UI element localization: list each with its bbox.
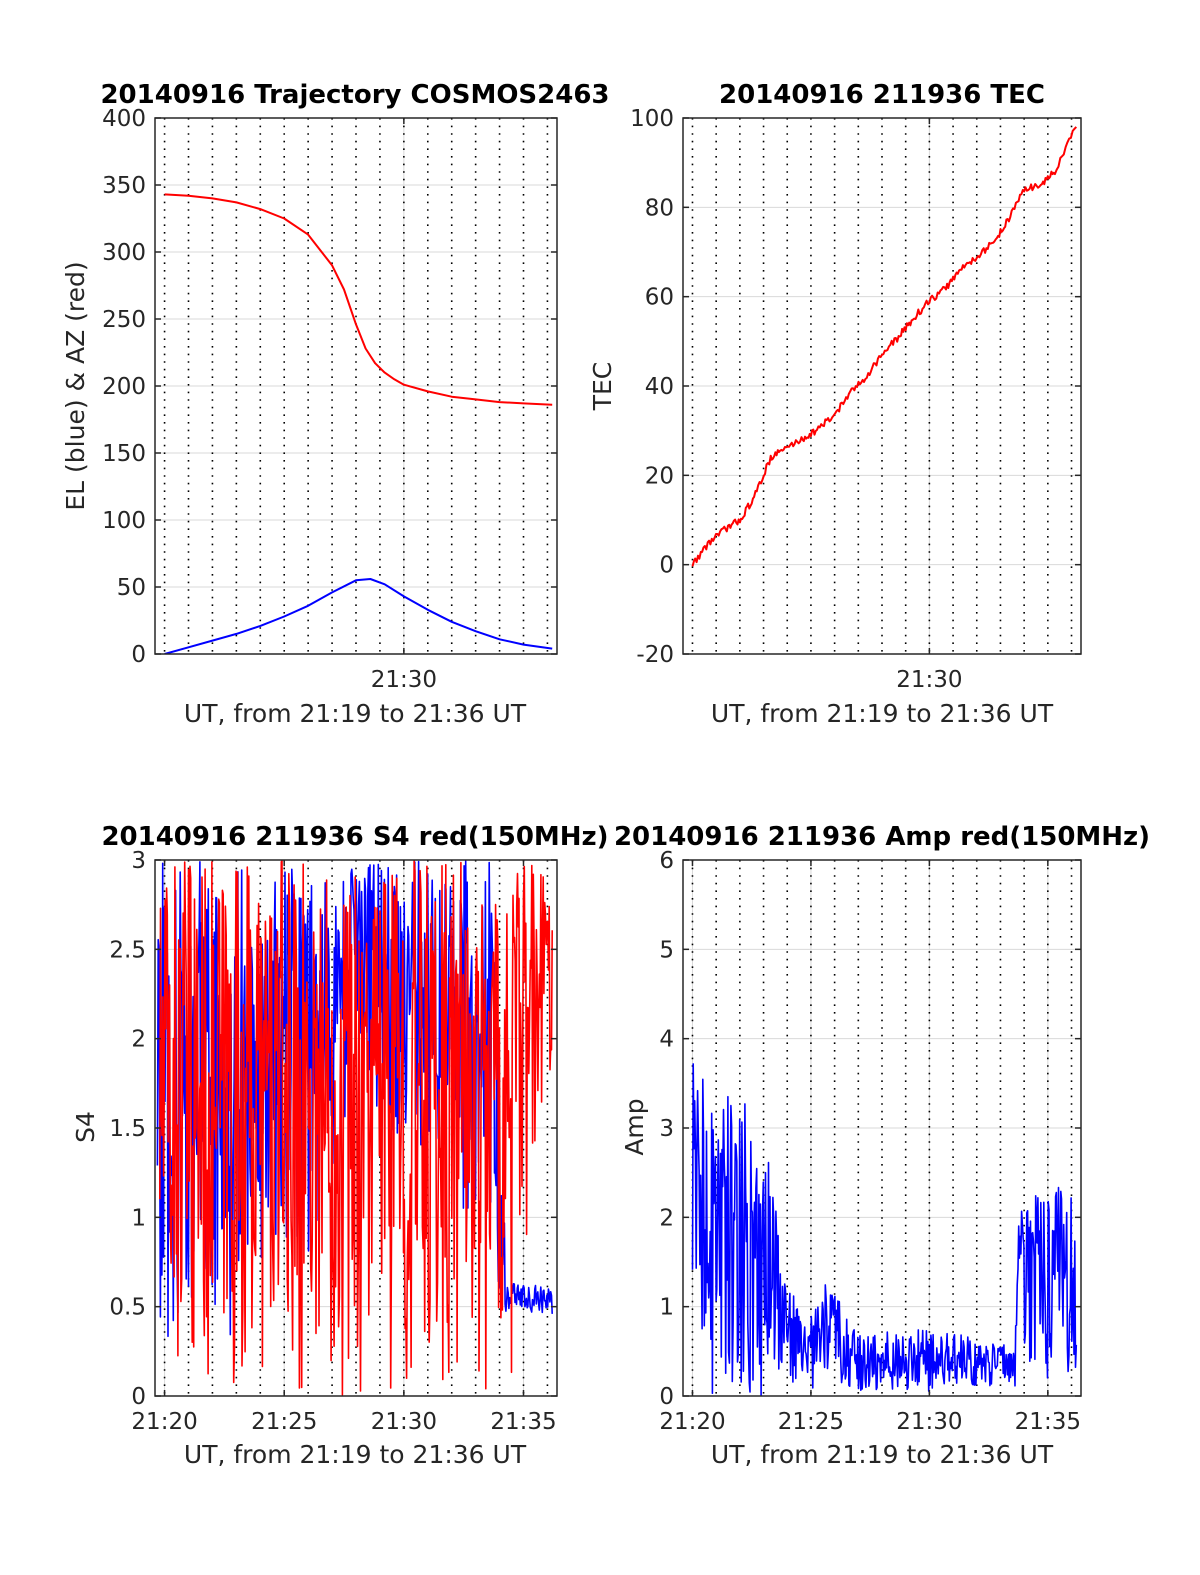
y-axis-label-amp: Amp xyxy=(620,1098,649,1155)
series-line-red xyxy=(159,860,553,1396)
y-tick-label: 1 xyxy=(131,1205,146,1231)
y-tick-label: 80 xyxy=(645,195,674,221)
x-tick-label: 21:35 xyxy=(1015,1409,1081,1435)
y-tick-label: 0.5 xyxy=(109,1295,146,1321)
x-tick-label: 21:35 xyxy=(490,1409,556,1435)
x-tick-label: 21:20 xyxy=(659,1409,725,1435)
panel-amp: 0 1 2 3 4 5 6 21:20 21:25 21:30 21:35 20140916 211… xyxy=(614,822,1150,1469)
plot-area-tec: -20 0 20 40 60 80 100 21:30 xyxy=(630,106,1082,693)
y-tick-label: 250 xyxy=(102,307,146,333)
y-tick-label: 0 xyxy=(659,553,674,579)
x-tick-label: 21:30 xyxy=(371,667,437,693)
y-axis-label-s4: S4 xyxy=(71,1111,100,1143)
y-tick-label: 300 xyxy=(102,240,146,266)
y-tick-label: 2 xyxy=(659,1205,674,1231)
chart-title-amp: 20140916 211936 Amp red(150MHz) xyxy=(614,822,1150,852)
data-layer xyxy=(164,193,553,654)
y-tick-label: 200 xyxy=(102,374,146,400)
y-tick-label: 60 xyxy=(645,285,674,311)
y-tick-label: 100 xyxy=(102,508,146,534)
chart-title-trajectory: 20140916 Trajectory COSMOS2463 xyxy=(100,80,609,110)
series-line-blue xyxy=(164,578,553,654)
x-axis-label-amp: UT, from 21:19 to 21:36 UT xyxy=(711,1440,1054,1469)
data-layer xyxy=(691,126,1078,567)
panel-s4: 0 0.5 1 1.5 2 2.5 3 21:20 21:25 21:30 21:35 201409… xyxy=(71,822,609,1469)
y-tick-label: 0 xyxy=(659,1384,674,1410)
panel-trajectory: 0 50 100 150 200 250 300 350 400 21:30 20140916 T… xyxy=(61,80,610,728)
series-line-blue xyxy=(691,1063,1078,1396)
plot-area-amp: 0 1 2 3 4 5 6 21:20 21:25 21:30 21:35 xyxy=(659,848,1082,1435)
data-layer xyxy=(156,860,553,1396)
y-axis-label-trajectory: EL (blue) & AZ (red) xyxy=(61,261,90,510)
x-tick-label: 21:25 xyxy=(251,1409,317,1435)
x-axis-label-tec: UT, from 21:19 to 21:36 UT xyxy=(711,699,1054,728)
data-layer xyxy=(691,1063,1078,1396)
x-tick-label: 21:30 xyxy=(896,1409,962,1435)
y-tick-label: 0 xyxy=(131,1384,146,1410)
x-tick-label: 21:20 xyxy=(131,1409,197,1435)
y-tick-label: 2 xyxy=(131,1027,146,1053)
x-tick-label: 21:30 xyxy=(896,667,962,693)
y-tick-label: 40 xyxy=(645,374,674,400)
y-tick-label: 150 xyxy=(102,441,146,467)
y-tick-label: 350 xyxy=(102,173,146,199)
y-tick-label: 3 xyxy=(659,1116,674,1142)
y-tick-label: 3 xyxy=(131,848,146,874)
series-line-red xyxy=(691,126,1078,567)
plot-area-s4: 0 0.5 1 1.5 2 2.5 3 21:20 21:25 21:30 21:35 xyxy=(109,848,558,1435)
x-tick-label: 21:30 xyxy=(371,1409,437,1435)
x-axis-label-trajectory: UT, from 21:19 to 21:36 UT xyxy=(184,699,527,728)
series-line-red xyxy=(164,193,553,406)
y-tick-label: 5 xyxy=(659,937,674,963)
y-axis-label-tec: TEC xyxy=(588,362,617,412)
y-tick-label: 20 xyxy=(645,463,674,489)
y-tick-label: 2.5 xyxy=(109,937,146,963)
plot-area-trajectory: 0 50 100 150 200 250 300 350 400 21:30 xyxy=(102,106,558,693)
y-tick-label: -20 xyxy=(636,642,674,668)
y-tick-label: 4 xyxy=(659,1027,674,1053)
y-tick-label: 50 xyxy=(117,575,146,601)
y-tick-label: 1 xyxy=(659,1295,674,1321)
chart-title-tec: 20140916 211936 TEC xyxy=(719,80,1045,110)
y-tick-label: 0 xyxy=(131,642,146,668)
y-tick-label: 100 xyxy=(630,106,674,132)
y-tick-label: 400 xyxy=(102,106,146,132)
x-tick-label: 21:25 xyxy=(778,1409,844,1435)
chart-title-s4: 20140916 211936 S4 red(150MHz) xyxy=(101,822,608,852)
x-axis-label-s4: UT, from 21:19 to 21:36 UT xyxy=(184,1440,527,1469)
panel-tec: -20 0 20 40 60 80 100 21:30 20140916 211936 TEC… xyxy=(588,80,1082,728)
y-tick-label: 6 xyxy=(659,848,674,874)
y-tick-label: 1.5 xyxy=(109,1116,146,1142)
